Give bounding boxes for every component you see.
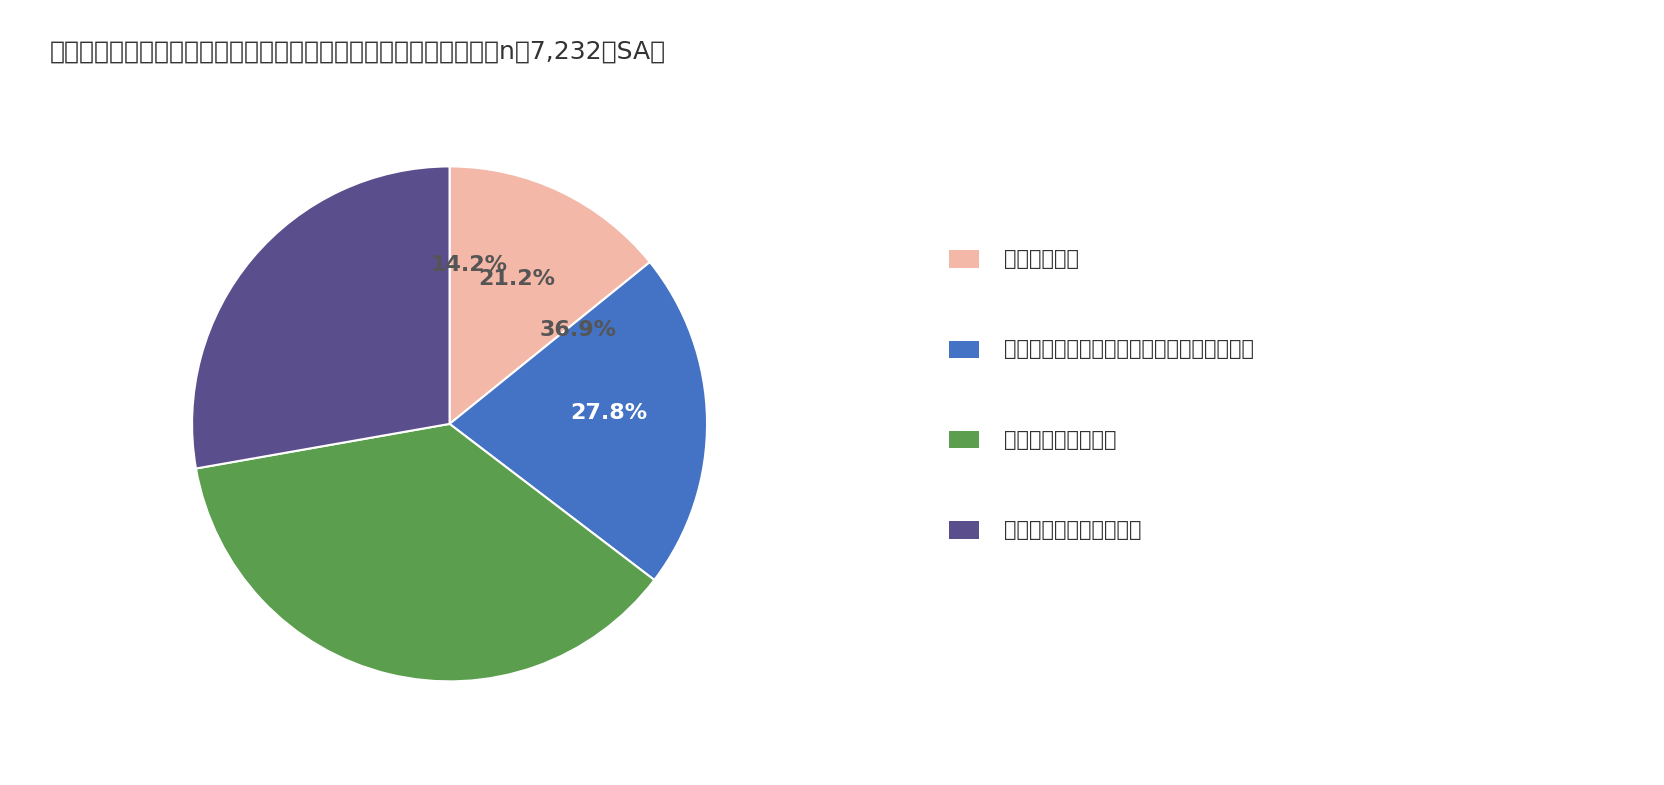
Text: 36.9%: 36.9% xyxy=(539,319,617,340)
Text: 現在は推進していないが、今後取り組む予定: 現在は推進していないが、今後取り組む予定 xyxy=(1003,339,1253,360)
Text: あなたの経営する会社では、リスキリングを推進していますか　（n＝7,232、SA）: あなたの経営する会社では、リスキリングを推進していますか （n＝7,232、SA… xyxy=(50,39,666,64)
Text: 27.8%: 27.8% xyxy=(571,403,647,423)
Wedge shape xyxy=(449,166,649,424)
Wedge shape xyxy=(191,166,449,469)
Text: 推進している: 推進している xyxy=(1003,249,1078,269)
Wedge shape xyxy=(196,424,654,681)
Text: 推進する予定はない: 推進する予定はない xyxy=(1003,429,1117,450)
Text: リスキリングを知らない: リスキリングを知らない xyxy=(1003,520,1142,540)
Text: 21.2%: 21.2% xyxy=(478,269,554,289)
Wedge shape xyxy=(449,262,707,580)
Text: 14.2%: 14.2% xyxy=(431,255,508,276)
